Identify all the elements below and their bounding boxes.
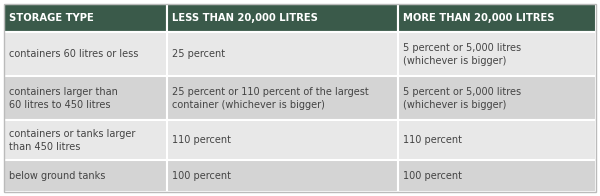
Text: 110 percent: 110 percent bbox=[403, 135, 461, 145]
Bar bbox=[167, 160, 398, 192]
Bar bbox=[167, 32, 398, 76]
Text: 100 percent: 100 percent bbox=[172, 171, 231, 181]
Bar bbox=[167, 76, 398, 120]
Bar bbox=[398, 76, 596, 120]
Text: 5 percent or 5,000 litres
(whichever is bigger): 5 percent or 5,000 litres (whichever is … bbox=[403, 43, 521, 66]
Text: below ground tanks: below ground tanks bbox=[9, 171, 106, 181]
Text: 110 percent: 110 percent bbox=[172, 135, 231, 145]
Text: 25 percent: 25 percent bbox=[172, 49, 225, 59]
Text: containers 60 litres or less: containers 60 litres or less bbox=[9, 49, 139, 59]
Bar bbox=[167, 120, 398, 160]
Bar bbox=[398, 160, 596, 192]
Bar bbox=[398, 120, 596, 160]
Text: containers larger than
60 litres to 450 litres: containers larger than 60 litres to 450 … bbox=[9, 87, 118, 110]
Bar bbox=[4, 120, 167, 160]
Bar bbox=[398, 32, 596, 76]
Bar bbox=[4, 4, 167, 32]
Bar bbox=[4, 76, 167, 120]
Text: 5 percent or 5,000 litres
(whichever is bigger): 5 percent or 5,000 litres (whichever is … bbox=[403, 87, 521, 110]
Text: STORAGE TYPE: STORAGE TYPE bbox=[9, 13, 94, 23]
Bar bbox=[4, 160, 167, 192]
Text: 100 percent: 100 percent bbox=[403, 171, 461, 181]
Bar bbox=[167, 4, 398, 32]
Text: LESS THAN 20,000 LITRES: LESS THAN 20,000 LITRES bbox=[172, 13, 317, 23]
Bar bbox=[398, 4, 596, 32]
Text: containers or tanks larger
than 450 litres: containers or tanks larger than 450 litr… bbox=[9, 129, 136, 152]
Text: MORE THAN 20,000 LITRES: MORE THAN 20,000 LITRES bbox=[403, 13, 554, 23]
Text: 25 percent or 110 percent of the largest
container (whichever is bigger): 25 percent or 110 percent of the largest… bbox=[172, 87, 368, 110]
Bar bbox=[4, 32, 167, 76]
